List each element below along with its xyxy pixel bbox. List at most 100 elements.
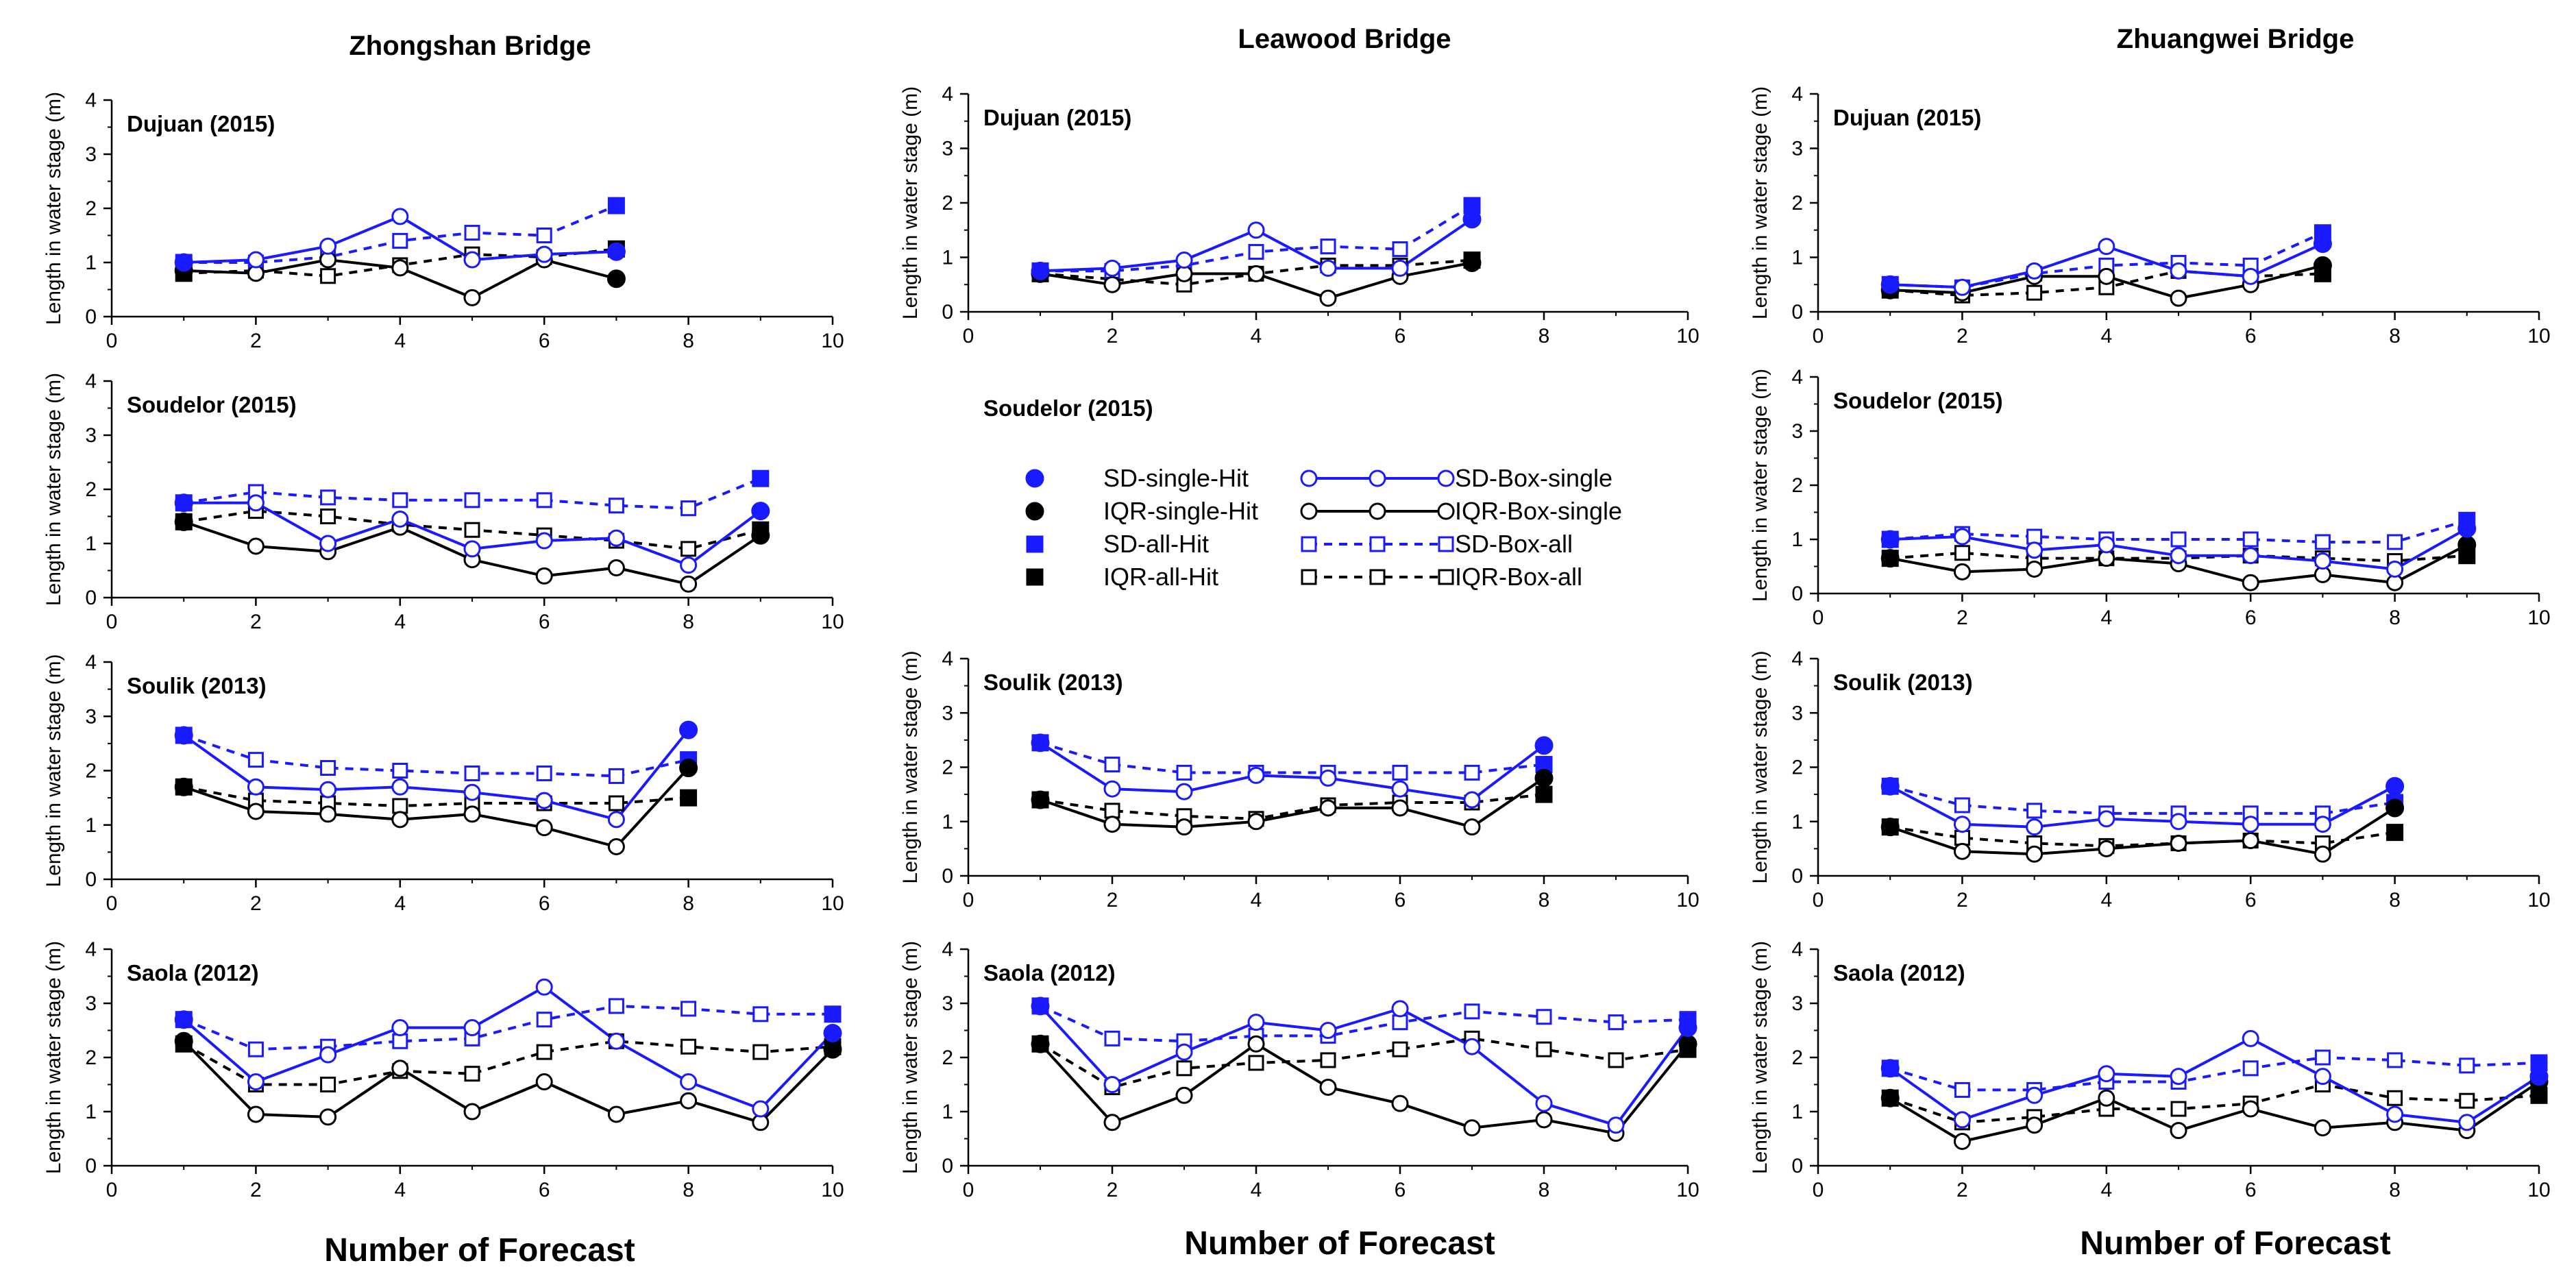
data-point-iqr-single [1391,1094,1409,1112]
x-tick-label: 8 [683,892,694,915]
data-point-sd-all [392,763,408,779]
data-point-iqr-all [392,798,408,814]
data-point-sd-single [2170,1068,2187,1086]
data-point-sd-single [1953,528,1971,546]
data-point-sd-all [1536,1009,1552,1025]
x-tick-label: 8 [2389,889,2401,911]
data-point-sd-all [1176,764,1192,781]
x-tick-label: 2 [1956,889,1968,911]
legend-marker [1026,535,1044,553]
data-point-iqr-single [2242,1100,2259,1118]
y-tick-label: 0 [85,306,97,328]
series-line-sd-single [183,729,690,821]
legend-marker [1301,536,1317,552]
y-axis-label: Length in water stage (m) [42,654,65,887]
data-point-iqr-single [2313,256,2332,275]
x-tick-label: 4 [394,330,406,352]
y-tick-label: 0 [1791,1155,1803,1177]
data-point-iqr-all [680,789,698,807]
data-point-iqr-single [1103,1114,1121,1131]
data-point-sd-single [1880,530,1900,549]
data-point-sd-single [2026,541,2044,559]
x-tick-label: 6 [2245,325,2257,347]
data-point-sd-single [1391,780,1409,798]
data-point-sd-single [2457,519,2477,538]
x-tick-label: 0 [106,892,118,915]
data-point-sd-single [2026,1086,2044,1104]
data-point-iqr-single [1534,768,1554,787]
data-point-iqr-single [751,526,770,545]
data-point-iqr-all [1248,1055,1264,1071]
data-point-iqr-single [1953,842,1971,860]
data-point-iqr-all [464,522,480,538]
data-point-sd-single [2314,816,2331,833]
data-point-sd-single [1103,1076,1121,1093]
x-tick-label: 8 [1538,325,1550,347]
data-point-sd-single [535,978,553,996]
data-point-sd-single [2386,1105,2404,1123]
data-point-sd-single [319,237,337,255]
data-point-sd-single [174,1010,193,1029]
series-line-iqr-single [183,767,690,848]
y-axis-label: Length in water stage (m) [1749,86,1771,319]
data-point-iqr-all [680,541,697,557]
x-tick-label: 2 [250,611,262,633]
panel-zhongshan-2: 0 1 2 3 4 0 2 4 6 8 10 Length in water stage (m) Sou… [42,370,844,633]
data-point-iqr-single [463,1103,481,1121]
data-point-iqr-all [1176,1060,1192,1077]
y-tick-label: 1 [1791,247,1803,269]
x-tick-label: 4 [394,611,406,633]
data-point-sd-single [2385,776,2405,796]
x-tick-label: 0 [963,325,974,347]
y-tick-label: 4 [1791,648,1803,670]
column-title-zhuangwei: Zhuangwei Bridge [2117,24,2355,54]
x-tick-label: 10 [821,611,844,633]
x-tick-label: 10 [2527,889,2550,911]
data-point-sd-single [1031,733,1050,752]
data-point-iqr-all [2026,284,2043,301]
y-tick-label: 3 [85,424,97,447]
data-point-sd-single [174,253,193,272]
y-tick-label: 4 [1791,938,1803,961]
x-tick-label: 0 [106,1179,118,1201]
data-point-sd-single [247,251,265,269]
data-point-sd-single [391,1019,409,1037]
x-tick-label: 4 [1251,889,1262,911]
x-tick-label: 6 [539,1179,550,1201]
data-point-iqr-single [2026,560,2044,578]
data-point-sd-all [2026,528,2043,545]
x-tick-label: 6 [2245,607,2257,629]
data-point-iqr-single [1535,1111,1553,1129]
y-tick-label: 4 [85,938,97,961]
series-line-iqr-all [1889,1083,2540,1124]
data-point-sd-all [392,232,408,249]
x-tick-label: 8 [2389,607,2401,629]
y-tick-label: 2 [1791,192,1803,215]
y-tick-label: 1 [85,252,97,274]
y-tick-label: 1 [85,533,97,555]
data-point-sd-single [1175,1043,1193,1061]
data-point-sd-single [463,1019,481,1037]
x-tick-label: 2 [1956,1179,1968,1201]
data-point-iqr-single [1175,1086,1193,1104]
x-tick-label: 4 [394,892,406,915]
y-tick-label: 2 [1791,757,1803,779]
panel-zhongshan-1: 0 1 2 3 4 0 2 4 6 8 10 Length in water stage (m) Duj… [42,89,844,352]
legend-marker [1301,569,1317,585]
y-tick-label: 3 [85,992,97,1015]
data-point-sd-single [751,502,770,521]
data-point-sd-single [174,493,193,513]
data-point-sd-all [392,492,408,509]
data-point-iqr-single [2457,535,2477,554]
data-point-iqr-all [320,509,336,524]
data-point-iqr-all [1535,785,1553,803]
y-tick-label: 0 [85,868,97,891]
legend-label: IQR-Box-all [1455,563,1582,591]
y-tick-label: 2 [85,760,97,783]
x-axis-label-zhongshan: Number of Forecast [324,1232,635,1269]
data-point-iqr-single [2385,798,2405,818]
series-line-sd-all [1040,1005,1689,1043]
data-point-iqr-single [2242,574,2259,591]
data-point-iqr-all [608,795,624,811]
